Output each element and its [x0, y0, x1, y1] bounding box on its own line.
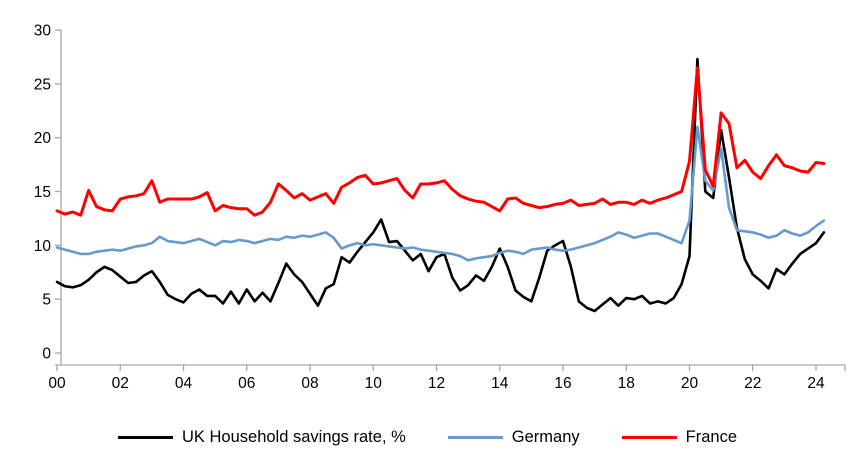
legend-label-uk: UK Household savings rate, %: [182, 428, 406, 446]
legend-label-germany: Germany: [511, 428, 580, 446]
france-line-swatch: [621, 436, 677, 439]
x-axis-tick-label: 14: [491, 375, 509, 392]
x-axis-tick-label: 24: [807, 375, 825, 392]
x-axis-tick-label: 06: [238, 375, 255, 392]
y-axis-tick-label: 5: [42, 292, 51, 309]
germany-savings-line: [55, 125, 826, 262]
legend-label-france: France: [685, 428, 737, 446]
y-axis-tick-label: 20: [34, 130, 52, 147]
x-axis-tick-label: 18: [618, 375, 635, 392]
legend-item-uk: UK Household savings rate, %: [118, 428, 406, 447]
x-axis-tick-label: 22: [744, 375, 761, 392]
y-axis-tick-label: 0: [42, 346, 51, 363]
x-axis-tick-label: 04: [175, 375, 193, 392]
legend-item-germany: Germany: [447, 428, 580, 447]
uk-line-swatch: [118, 436, 173, 439]
x-axis-tick-label: 00: [48, 375, 66, 392]
plot-area: 0 5 10 15 20 25 30 00 02 04 06 08 10 12 14 16 18 20 22 24: [34, 23, 846, 392]
x-axis-tick-label: 12: [428, 375, 445, 392]
france-savings-line: [55, 66, 826, 217]
y-axis-tick-label: 25: [34, 76, 51, 93]
y-axis-tick-label: 15: [34, 184, 51, 201]
x-axis-tick-label: 20: [681, 375, 699, 392]
x-axis-tick-label: 10: [365, 375, 383, 392]
x-axis-tick-label: 02: [112, 375, 129, 392]
x-axis-tick-label: 16: [554, 375, 571, 392]
x-axis-tick-label: 08: [301, 375, 318, 392]
y-axis-tick-label: 10: [34, 238, 52, 255]
legend-item-france: France: [621, 428, 737, 447]
chart-legend: UK Household savings rate, % Germany Fra…: [118, 428, 737, 447]
y-axis-tick-label: 30: [34, 23, 52, 40]
germany-line-swatch: [447, 436, 503, 439]
